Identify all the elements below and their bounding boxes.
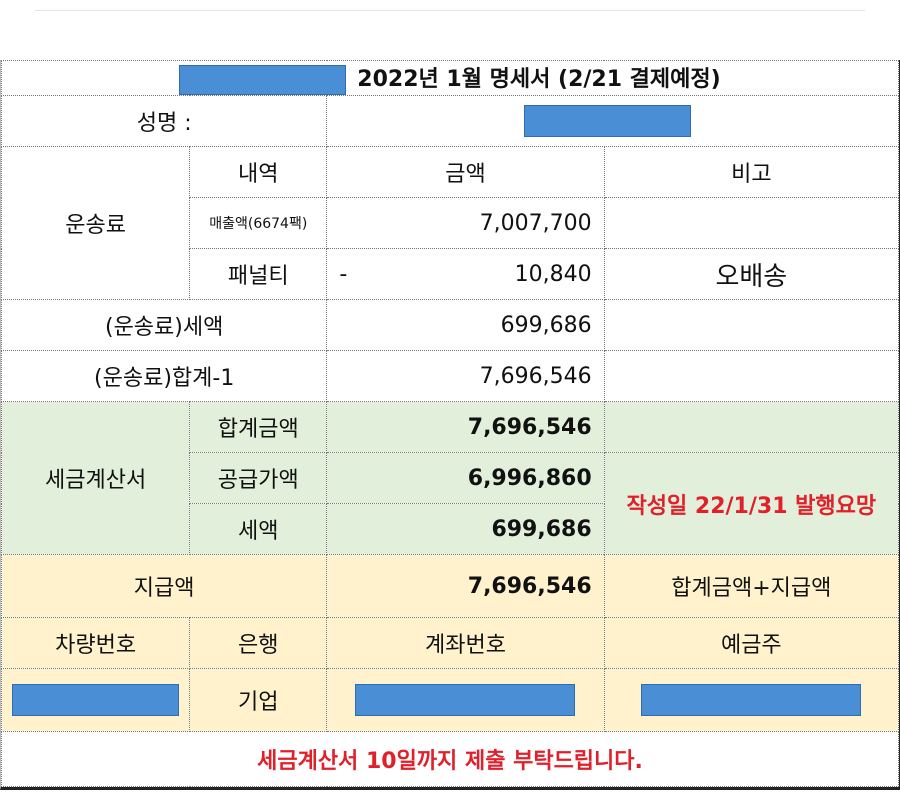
shipping-tax-amount: 699,686 bbox=[326, 299, 605, 351]
sales-amount: 7,007,700 bbox=[326, 197, 605, 249]
invoice-group-label: 세금계산서 bbox=[0, 401, 191, 555]
name-row: 성명 : bbox=[0, 95, 899, 147]
invoice-tax-row: 세액 699,686 bbox=[2, 503, 899, 555]
name-value-cell bbox=[326, 95, 899, 147]
invoice-note: 작성일 22/1/31 발행요망 bbox=[603, 452, 900, 555]
footer-notice: 세금계산서 10일까지 제출 부탁드립니다. bbox=[1, 731, 899, 787]
top-divider bbox=[35, 10, 865, 11]
shipping-total-note bbox=[603, 350, 900, 402]
payment-row: 지급액 7,696,546 합계금액+지급액 bbox=[0, 554, 900, 618]
statement-table: 2022년 1월 명세서 (2/21 결제예정) 성명 : 운송료 내역 금액 … bbox=[0, 60, 900, 787]
invoice-total-amount: 7,696,546 bbox=[326, 401, 605, 453]
penalty-label: 패널티 bbox=[189, 248, 328, 300]
shipping-total-row: (운송료)합계-1 7,696,546 bbox=[0, 350, 900, 402]
vehicle-number-label: 차량번호 bbox=[0, 617, 191, 669]
invoice-supply-row: 공급가액 6,996,860 작성일 22/1/31 발행요망 bbox=[2, 452, 900, 555]
col-header-note: 비고 bbox=[603, 146, 900, 198]
account-number-label: 계좌번호 bbox=[326, 617, 605, 669]
invoice-total-label: 합계금액 bbox=[189, 401, 328, 453]
name-label: 성명 : bbox=[0, 95, 328, 147]
sales-row: 매출액(6674팩) 7,007,700 bbox=[2, 197, 900, 249]
penalty-sign: - bbox=[339, 261, 348, 287]
sales-note bbox=[603, 197, 900, 249]
shipping-group-label: 운송료 bbox=[0, 146, 191, 300]
invoice-tax-amount: 699,686 bbox=[326, 503, 605, 555]
account-holder-cell bbox=[603, 668, 900, 732]
title-cell: 2022년 1월 명세서 (2/21 결제예정) bbox=[1, 60, 899, 96]
invoice-supply-label: 공급가액 bbox=[189, 452, 328, 504]
redacted-name bbox=[524, 105, 692, 137]
penalty-amount-cell: - 10,840 bbox=[326, 248, 605, 300]
invoice-supply-amount: 6,996,860 bbox=[326, 452, 605, 504]
shipping-tax-label: (운송료)세액 bbox=[0, 299, 328, 351]
col-header-amount: 금액 bbox=[326, 146, 605, 198]
account-number-cell bbox=[326, 668, 605, 732]
bank-label: 은행 bbox=[189, 617, 328, 669]
vehicle-number-cell bbox=[0, 668, 191, 732]
sales-label: 매출액(6674팩) bbox=[189, 197, 328, 249]
shipping-total-label: (운송료)합계-1 bbox=[0, 350, 328, 402]
shipping-tax-note bbox=[603, 299, 900, 351]
penalty-note: 오배송 bbox=[603, 248, 900, 300]
redacted-account-number bbox=[355, 684, 576, 716]
invoice-tax-label: 세액 bbox=[189, 503, 328, 555]
penalty-amount: 10,840 bbox=[514, 261, 592, 287]
shipping-total-amount: 7,696,546 bbox=[326, 350, 605, 402]
col-header-item: 내역 bbox=[189, 146, 328, 198]
statement-sheet: 2022년 1월 명세서 (2/21 결제예정) 성명 : 운송료 내역 금액 … bbox=[0, 60, 900, 790]
invoice-total-row: 세금계산서 합계금액 7,696,546 bbox=[0, 401, 900, 555]
payment-label: 지급액 bbox=[0, 554, 328, 618]
column-header-row: 운송료 내역 금액 비고 bbox=[0, 146, 900, 300]
bank-value: 기업 bbox=[189, 668, 328, 732]
payment-note: 합계금액+지급액 bbox=[603, 554, 900, 618]
account-header-row: 차량번호 은행 계좌번호 예금주 bbox=[0, 617, 900, 669]
redacted-company-name bbox=[179, 65, 347, 95]
account-holder-label: 예금주 bbox=[603, 617, 900, 669]
redacted-vehicle-number bbox=[12, 684, 180, 716]
redacted-account-holder bbox=[641, 684, 862, 716]
account-value-row: 기업 bbox=[0, 668, 900, 732]
page-title: 2022년 1월 명세서 (2/21 결제예정) bbox=[357, 67, 721, 92]
invoice-total-note bbox=[603, 401, 900, 453]
penalty-row: 패널티 - 10,840 오배송 bbox=[2, 248, 900, 300]
shipping-tax-row: (운송료)세액 699,686 bbox=[0, 299, 900, 351]
footer-row: 세금계산서 10일까지 제출 부탁드립니다. bbox=[1, 731, 899, 787]
payment-amount: 7,696,546 bbox=[326, 554, 605, 618]
title-row: 2022년 1월 명세서 (2/21 결제예정) bbox=[1, 60, 899, 96]
